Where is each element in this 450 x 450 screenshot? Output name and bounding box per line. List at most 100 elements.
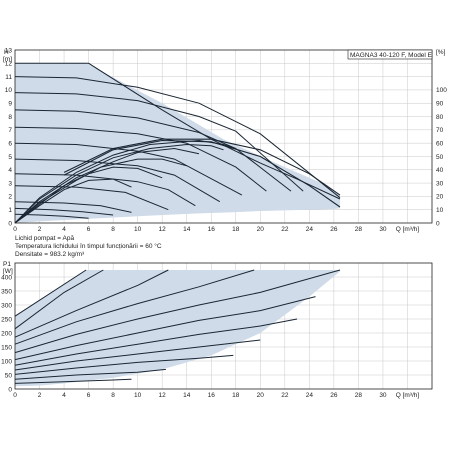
power-y-ticks: 0 50 100 150 200 250 300 350 400 bbox=[1, 274, 12, 393]
head-curve-5 bbox=[14, 126, 267, 192]
efficiency-y-tick: 70 bbox=[436, 127, 444, 134]
efficiency-y-tick: 20 bbox=[436, 194, 444, 201]
power-x-tick: 8 bbox=[111, 392, 115, 399]
head-x-tick: 18 bbox=[232, 226, 240, 233]
efficiency-y-tick: 50 bbox=[436, 154, 444, 161]
power-operating-area bbox=[15, 270, 340, 387]
system-curve-2 bbox=[63, 139, 341, 208]
head-x-tick: 10 bbox=[134, 226, 142, 233]
power-x-tick: 18 bbox=[232, 392, 240, 399]
efficiency-curve-5 bbox=[14, 166, 163, 224]
power-y-tick: 50 bbox=[5, 372, 13, 379]
efficiency-y-ticks: 0 10 20 30 40 50 60 70 80 90 100 bbox=[436, 87, 447, 227]
efficiency-y-tick: 30 bbox=[436, 180, 444, 187]
head-y-tick: 11 bbox=[5, 74, 12, 81]
power-x-ticks: 0 2 4 6 8 10 12 14 16 18 20 22 24 26 28 30 Q [m³/h] bbox=[13, 392, 419, 399]
head-y-tick: 3 bbox=[8, 180, 12, 187]
power-axis-label: P1 bbox=[3, 261, 11, 268]
power-x-tick: 14 bbox=[183, 392, 191, 399]
head-x-tick: 22 bbox=[281, 226, 289, 233]
head-axis-unit: [m] bbox=[3, 56, 12, 63]
head-y-tick: 12 bbox=[5, 61, 13, 68]
power-curve-9 bbox=[14, 354, 234, 375]
power-x-tick: 26 bbox=[330, 392, 338, 399]
power-y-tick: 350 bbox=[1, 288, 12, 295]
power-curve-3 bbox=[14, 269, 169, 338]
power-curve-8 bbox=[14, 339, 261, 371]
head-curve-7 bbox=[14, 158, 221, 203]
power-curve-10 bbox=[14, 368, 166, 380]
power-curve-panel: 0 2 4 6 8 10 12 14 16 18 20 22 24 26 28 30 Q [m³/h] 0501… bbox=[1, 261, 433, 399]
head-axis-label: H bbox=[4, 49, 9, 56]
head-series-group bbox=[14, 62, 341, 219]
note-liquid: Lichid pompat = Apă bbox=[15, 235, 75, 242]
head-y-tick: 10 bbox=[5, 87, 13, 94]
power-y-tick: 100 bbox=[1, 358, 12, 365]
chart-title: MAGNA3 40-120 F, Model E bbox=[350, 52, 433, 59]
efficiency-curve-6 bbox=[14, 178, 132, 224]
head-y-tick: 13 bbox=[5, 47, 13, 54]
head-curve-4 bbox=[14, 109, 292, 192]
power-x-tick: Q [m³/h] bbox=[396, 392, 420, 399]
head-x-tick: 0 bbox=[13, 226, 17, 233]
operating-area bbox=[15, 63, 340, 223]
power-x-tick: 6 bbox=[87, 392, 91, 399]
chart-title-box bbox=[347, 49, 433, 60]
head-y-tick: 7 bbox=[8, 127, 12, 134]
efficiency-y-tick: 10 bbox=[436, 207, 444, 214]
power-x-tick: 30 bbox=[379, 392, 387, 399]
head-x-tick: 30 bbox=[379, 226, 387, 233]
power-axis-unit: [W] bbox=[3, 268, 13, 275]
head-y-tick: 6 bbox=[8, 140, 12, 147]
efficiency-y-tick: 0 bbox=[436, 220, 440, 227]
head-y-tick: 8 bbox=[8, 114, 12, 121]
power-y-tick: 400 bbox=[1, 274, 12, 281]
power-x-tick: 24 bbox=[306, 392, 314, 399]
head-curve-10 bbox=[14, 201, 132, 213]
head-x-tick: 14 bbox=[183, 226, 191, 233]
power-x-tick: 12 bbox=[159, 392, 167, 399]
power-plot-frame bbox=[14, 262, 433, 390]
efficiency-curve-2 bbox=[14, 143, 224, 224]
power-y-tick: 300 bbox=[1, 302, 12, 309]
head-curve-9 bbox=[14, 185, 169, 211]
power-curve-11 bbox=[14, 378, 132, 384]
system-curve-1 bbox=[63, 138, 341, 196]
head-y-tick: 5 bbox=[8, 154, 12, 161]
efficiency-y-tick: 80 bbox=[436, 114, 444, 121]
head-x-tick: 16 bbox=[208, 226, 216, 233]
head-x-tick: Q [m³/h] bbox=[396, 226, 420, 233]
head-y-tick: 9 bbox=[8, 101, 12, 108]
head-y-tick: 2 bbox=[8, 194, 12, 201]
head-curve-3 bbox=[14, 92, 304, 192]
power-x-tick: 10 bbox=[134, 392, 142, 399]
power-y-tick: 150 bbox=[1, 344, 12, 351]
head-curve-2 bbox=[14, 76, 341, 199]
power-y-tick: 200 bbox=[1, 330, 12, 337]
head-curve-panel: 0 2 4 6 8 10 12 14 16 18 20 22 24 26 28 30 Q [m³/h] 0123… bbox=[3, 47, 447, 233]
note-temperature: Temperatura lichidului în timpul funcțio… bbox=[15, 243, 162, 250]
system-curve-group bbox=[63, 138, 341, 208]
power-curve-6 bbox=[14, 296, 316, 361]
power-curve-7 bbox=[14, 318, 298, 366]
power-curve-1 bbox=[14, 269, 87, 317]
efficiency-curve-4 bbox=[14, 158, 187, 224]
head-y-tick: 1 bbox=[8, 207, 12, 214]
note-density: Densitate = 983.2 kg/m³ bbox=[15, 251, 85, 258]
head-x-ticks: 0 2 4 6 8 10 12 14 16 18 20 22 24 26 28 30 Q [m³/h] bbox=[13, 226, 419, 233]
power-x-tick: 28 bbox=[355, 392, 363, 399]
head-x-tick: 2 bbox=[38, 226, 42, 233]
power-x-tick: 20 bbox=[257, 392, 265, 399]
head-y-tick: 4 bbox=[8, 167, 12, 174]
head-plot-frame bbox=[14, 49, 433, 224]
efficiency-y-tick: 60 bbox=[436, 140, 444, 147]
efficiency-curve-3 bbox=[14, 147, 200, 224]
efficiency-y-tick: 90 bbox=[436, 101, 444, 108]
head-x-tick: 28 bbox=[355, 226, 363, 233]
head-curve-8 bbox=[14, 173, 196, 207]
head-x-tick: 24 bbox=[306, 226, 314, 233]
power-y-tick: 0 bbox=[8, 386, 12, 393]
power-envelope bbox=[15, 270, 340, 387]
efficiency-axis-unit: [%] bbox=[436, 49, 446, 56]
